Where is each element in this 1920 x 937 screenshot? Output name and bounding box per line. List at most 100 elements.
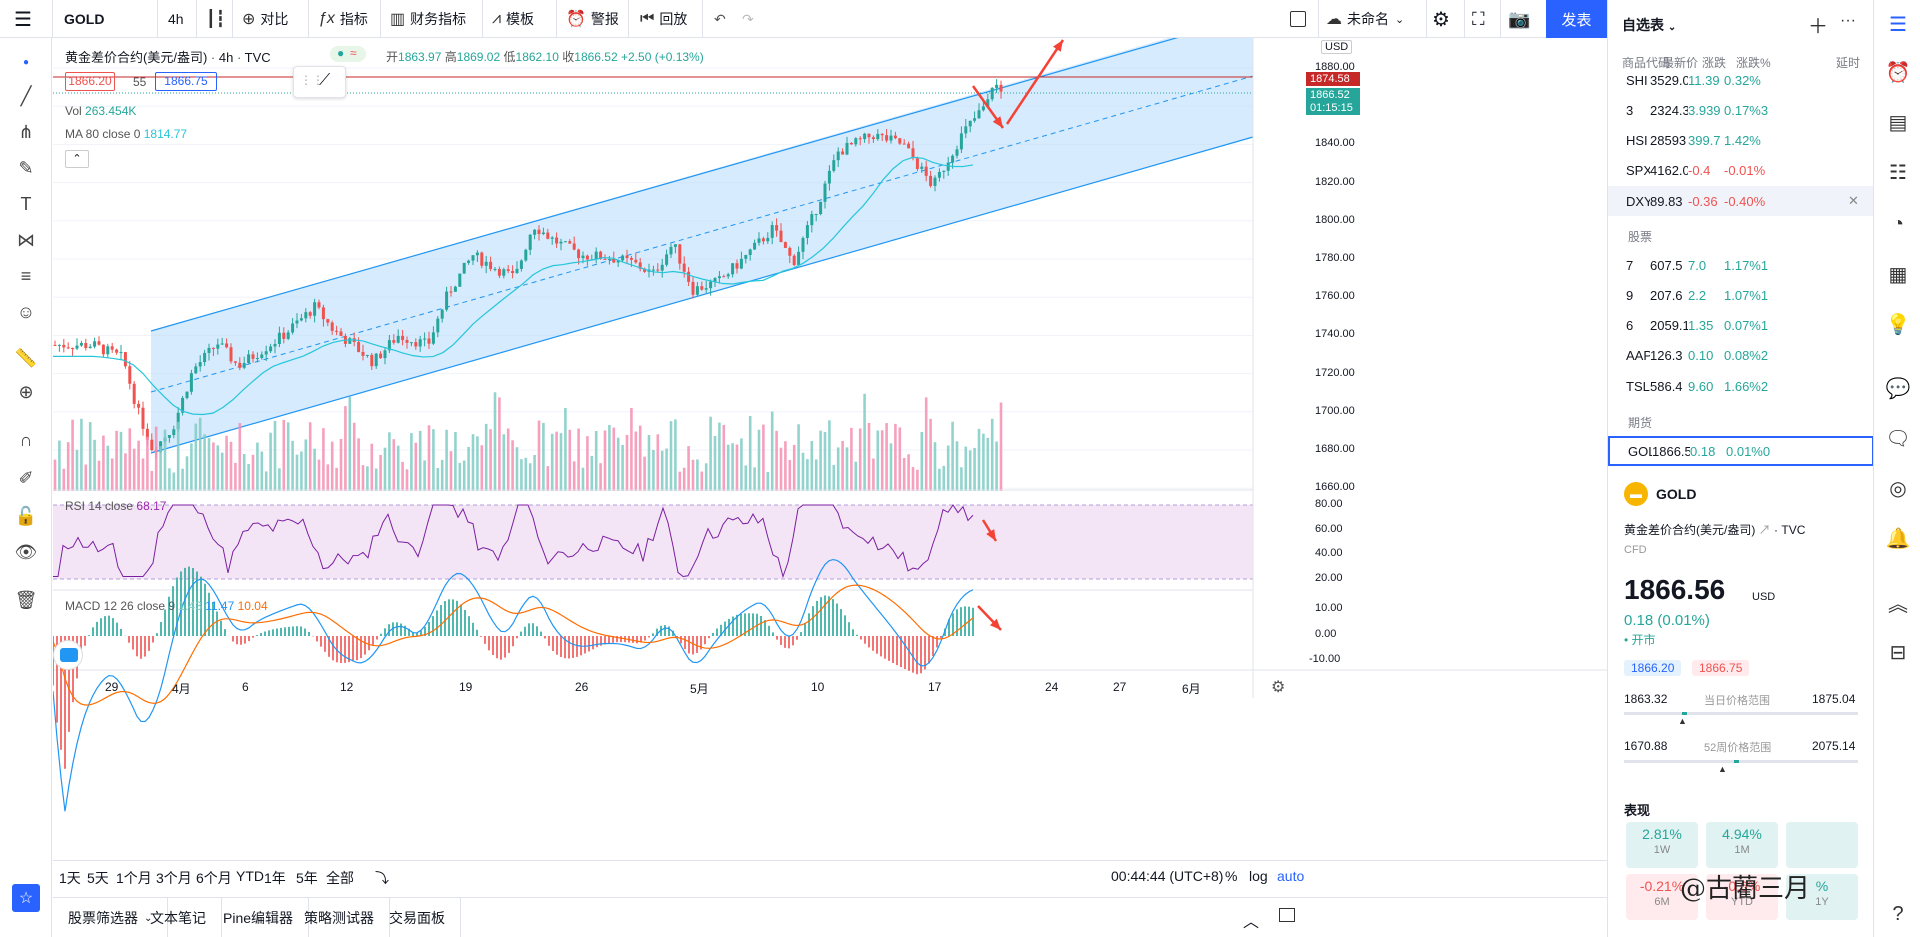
tradingview-logo[interactable] bbox=[53, 640, 83, 670]
news-icon[interactable]: ▤ bbox=[1888, 111, 1908, 134]
streams-icon[interactable]: ◎ bbox=[1889, 477, 1907, 500]
publish-button[interactable]: 发表 bbox=[1546, 0, 1607, 38]
interval-selector[interactable]: 4h bbox=[168, 11, 184, 27]
alerts-clock-icon[interactable]: ⏰ bbox=[1885, 61, 1911, 84]
zoom-in-icon[interactable]: ⊕ bbox=[18, 381, 34, 402]
watchlist-row[interactable]: HSI 28593 399.7 1.42% bbox=[1608, 126, 1874, 156]
ruler-icon[interactable]: 📏 bbox=[14, 347, 38, 368]
watchlist-row[interactable]: TSLA586.4 9.60 1.66%2 bbox=[1608, 371, 1874, 401]
watchlist-row[interactable]: 6 2059.1 1.35 0.07%1 bbox=[1608, 311, 1874, 341]
bottom-tab[interactable]: 策略测试器 bbox=[289, 898, 390, 937]
collapse-panel-button[interactable]: ︿ bbox=[1243, 908, 1259, 932]
bottom-tab[interactable]: 交易面板 bbox=[374, 898, 461, 937]
performance-box[interactable]: -0.6% YTD bbox=[1706, 874, 1778, 920]
trendline-icon[interactable]: ⟋ bbox=[319, 72, 331, 89]
emoji-icon[interactable]: ☺ bbox=[16, 301, 36, 322]
replay-button[interactable]: ⏮ 回放 bbox=[640, 0, 687, 38]
collapse-legend-button[interactable]: ⌃ bbox=[65, 150, 89, 168]
details-name[interactable]: 黄金差价合约(美元/盎司) ↗ · TVC bbox=[1624, 523, 1806, 537]
range-button[interactable]: 1天 bbox=[59, 870, 81, 886]
range-button[interactable]: 3个月 bbox=[156, 870, 192, 886]
watchlist-title[interactable]: 自选表 ⌄ bbox=[1622, 15, 1676, 35]
private-chat-icon[interactable]: 🗨 bbox=[1885, 427, 1911, 450]
layout-name-button[interactable]: ☁ 未命名 ⌄ bbox=[1326, 0, 1404, 38]
cursor-dot-icon[interactable]: ● bbox=[22, 56, 30, 68]
remove-row-icon[interactable]: ✕ bbox=[1848, 193, 1859, 209]
market-status-pill[interactable]: ● ≈ bbox=[330, 46, 366, 62]
watchlist-row[interactable]: 3 2324.3 3.939 0.17%3 bbox=[1608, 95, 1874, 125]
buy-price-box[interactable]: 1866.75 bbox=[155, 72, 217, 91]
hotlist-icon[interactable]: ◔ bbox=[1891, 212, 1905, 235]
bottom-tab[interactable]: 股票筛选器 ⌄ bbox=[53, 898, 169, 937]
calendar-icon[interactable]: ▦ bbox=[1888, 263, 1908, 286]
watchlist-more-button[interactable]: ··· bbox=[1840, 12, 1856, 30]
text-tool-icon[interactable]: T bbox=[20, 193, 32, 214]
watchlist-row[interactable]: GOLI1866.50.18 0.01%0 bbox=[1608, 436, 1874, 466]
watchlist-row[interactable]: 9 207.6 2.2 1.07%1 bbox=[1608, 280, 1874, 310]
order-panel-icon[interactable]: ︽ bbox=[1888, 593, 1908, 616]
auto-toggle[interactable]: auto bbox=[1277, 868, 1305, 884]
performance-box[interactable] bbox=[1786, 822, 1858, 868]
performance-box[interactable]: 4.94% 1M bbox=[1706, 822, 1778, 868]
trendline-tool-icon[interactable]: ╱ bbox=[20, 85, 32, 106]
maximize-panel-button[interactable] bbox=[1279, 908, 1295, 922]
drag-handle-icon[interactable]: ⋮⋮ bbox=[300, 73, 324, 87]
stay-drawing-icon[interactable]: ✐ bbox=[18, 467, 34, 488]
chart-area[interactable]: 黄金差价合约(美元/盎司) · 4h · TVC ● ≈ 开1863.97 高1… bbox=[53, 38, 1607, 860]
percent-toggle[interactable]: % bbox=[1225, 868, 1238, 884]
range-button[interactable]: YTD bbox=[236, 868, 264, 884]
settings-button[interactable]: ⚙ bbox=[1432, 0, 1450, 38]
bottom-tab[interactable]: 文本笔记 bbox=[135, 898, 222, 937]
bottom-tab[interactable]: Pine编辑器 bbox=[208, 898, 310, 937]
range-button[interactable]: 1年 bbox=[264, 870, 286, 886]
watchlist-icon[interactable]: ☰ bbox=[1889, 13, 1907, 36]
favorites-star-icon[interactable]: ☆ bbox=[12, 884, 40, 912]
currency-label[interactable]: USD bbox=[1321, 40, 1353, 54]
data-window-icon[interactable]: ☷ bbox=[1889, 161, 1907, 184]
chat-icon[interactable]: 💬 bbox=[1885, 377, 1911, 400]
financials-button[interactable]: ▥ 财务指标 bbox=[390, 0, 466, 38]
range-button[interactable]: 5年 bbox=[296, 870, 318, 886]
fullscreen-button[interactable]: ⛶ bbox=[1472, 0, 1485, 38]
axis-settings-button[interactable]: ⚙ bbox=[1271, 677, 1285, 697]
symbol-search[interactable]: GOLD bbox=[64, 11, 105, 27]
magnet-icon[interactable]: ∩ bbox=[19, 429, 33, 450]
dom-icon[interactable]: ⊟ bbox=[1889, 641, 1907, 664]
brush-tool-icon[interactable]: ✎ bbox=[18, 157, 34, 178]
range-button[interactable]: 5天 bbox=[87, 870, 109, 886]
snapshot-button[interactable]: 📷 bbox=[1508, 0, 1530, 38]
pattern-tool-icon[interactable]: ⋈ bbox=[17, 229, 35, 250]
performance-box[interactable]: 2.81% 1W bbox=[1626, 822, 1698, 868]
help-icon[interactable]: ? bbox=[1892, 902, 1904, 925]
layout-select-button[interactable] bbox=[1290, 0, 1306, 38]
eye-icon[interactable]: 👁 bbox=[14, 541, 38, 562]
sell-price-box[interactable]: 1866.20 bbox=[65, 72, 115, 91]
pitchfork-tool-icon[interactable]: ⋔ bbox=[18, 121, 34, 142]
watchlist-row[interactable]: AAPL126.3 0.10 0.08%2 bbox=[1608, 341, 1874, 371]
performance-box[interactable]: -0.21% 6M bbox=[1626, 874, 1698, 920]
lock-icon[interactable]: 🔓 bbox=[14, 505, 38, 526]
trash-icon[interactable]: 🗑 bbox=[14, 589, 38, 610]
add-symbol-button[interactable]: ＋ bbox=[1808, 10, 1828, 39]
candle-style-button[interactable]: ┃┇ bbox=[206, 0, 230, 38]
undo-button[interactable]: ↶ bbox=[714, 0, 726, 38]
goto-date-button[interactable]: ⤵ bbox=[375, 868, 389, 888]
watchlist-row[interactable]: SPX 4162.0 -0.4 -0.01% bbox=[1608, 156, 1874, 186]
watchlist-row[interactable]: DXY 89.83 -0.36 -0.40% ✕ bbox=[1608, 186, 1874, 217]
range-button[interactable]: 6个月 bbox=[196, 870, 232, 886]
performance-box[interactable]: % 1Y bbox=[1786, 874, 1858, 920]
watchlist-row[interactable]: 7 607.5 7.0 1.17%1 bbox=[1608, 250, 1874, 280]
redo-button[interactable]: ↷ bbox=[742, 0, 754, 38]
compare-button[interactable]: ⊕ 对比 bbox=[242, 0, 288, 38]
notifications-bell-icon[interactable]: 🔔 bbox=[1885, 527, 1911, 550]
templates-button[interactable]: ⩘ 模板 bbox=[492, 0, 534, 38]
alert-button[interactable]: ⏰ 警报 bbox=[566, 0, 619, 38]
menu-icon[interactable]: ☰ bbox=[14, 8, 32, 31]
prediction-tool-icon[interactable]: ≡ bbox=[20, 265, 32, 286]
range-button[interactable]: 全部 bbox=[326, 870, 354, 886]
floating-drawing-toolbar[interactable]: ⋮⋮ ⟋ bbox=[293, 66, 346, 98]
range-button[interactable]: 1个月 bbox=[116, 870, 152, 886]
indicators-button[interactable]: ƒx 指标 bbox=[318, 0, 368, 38]
ideas-bulb-icon[interactable]: 💡 bbox=[1885, 313, 1911, 336]
